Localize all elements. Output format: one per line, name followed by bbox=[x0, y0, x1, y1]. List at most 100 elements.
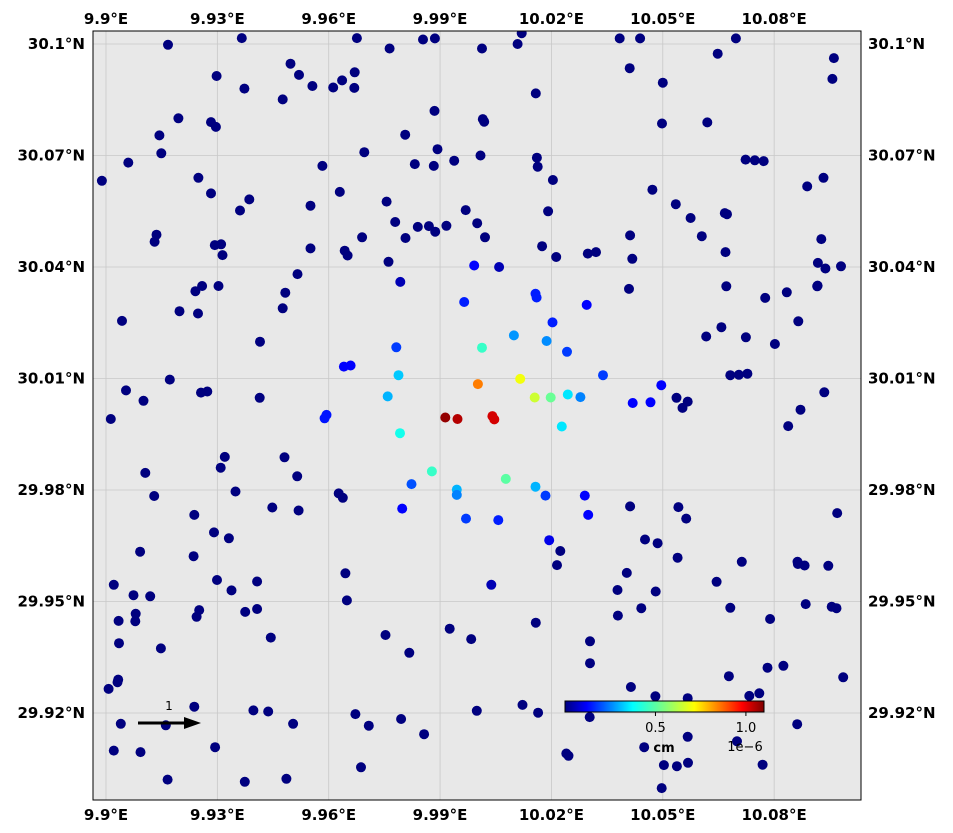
data-point-279 bbox=[682, 731, 693, 742]
data-point-257 bbox=[778, 660, 789, 671]
data-point-70 bbox=[357, 232, 368, 243]
data-point-164 bbox=[452, 414, 463, 424]
data-point-216 bbox=[226, 585, 237, 596]
data-point-243 bbox=[155, 643, 166, 654]
data-point-64 bbox=[390, 217, 401, 227]
data-point-49 bbox=[475, 150, 486, 161]
data-point-23 bbox=[211, 71, 222, 81]
data-point-57 bbox=[802, 181, 813, 192]
data-point-43 bbox=[206, 188, 216, 199]
data-point-198 bbox=[832, 508, 843, 519]
data-point-292 bbox=[162, 774, 173, 785]
data-point-250 bbox=[585, 636, 595, 647]
data-point-19 bbox=[730, 33, 741, 44]
y-tick-label-right-0: 30.1°N bbox=[868, 35, 925, 53]
y-tick-label-left-3: 30.01°N bbox=[18, 370, 86, 388]
data-point-272 bbox=[115, 718, 126, 729]
data-point-135 bbox=[345, 360, 356, 371]
data-point-275 bbox=[363, 720, 374, 731]
data-point-118 bbox=[174, 306, 185, 317]
data-point-230 bbox=[130, 616, 141, 627]
data-point-267 bbox=[350, 709, 361, 720]
data-point-110 bbox=[624, 283, 634, 294]
data-point-4 bbox=[307, 81, 318, 91]
data-point-166 bbox=[489, 414, 500, 425]
data-point-242 bbox=[114, 638, 124, 649]
data-point-247 bbox=[466, 634, 477, 645]
data-point-82 bbox=[216, 239, 227, 250]
data-point-67 bbox=[441, 220, 452, 231]
data-point-78 bbox=[722, 209, 732, 220]
data-point-193 bbox=[493, 515, 504, 526]
data-point-120 bbox=[277, 303, 288, 314]
data-point-139 bbox=[472, 379, 483, 390]
data-point-258 bbox=[838, 672, 849, 683]
data-point-35 bbox=[359, 147, 370, 158]
data-point-156 bbox=[164, 374, 175, 385]
data-point-3 bbox=[294, 69, 304, 80]
data-point-276 bbox=[396, 714, 407, 724]
data-point-9 bbox=[384, 43, 395, 54]
data-point-295 bbox=[656, 783, 667, 794]
data-point-141 bbox=[529, 392, 540, 403]
data-point-147 bbox=[656, 380, 667, 391]
data-point-263 bbox=[754, 688, 765, 699]
data-point-113 bbox=[781, 287, 792, 298]
y-tick-label-right-6: 29.92°N bbox=[868, 704, 936, 722]
data-point-63 bbox=[381, 196, 392, 207]
y-tick-label-right-1: 30.07°N bbox=[868, 147, 936, 165]
data-point-245 bbox=[380, 630, 391, 640]
data-point-119 bbox=[193, 308, 203, 319]
data-point-148 bbox=[671, 392, 682, 403]
data-point-54 bbox=[740, 154, 751, 165]
data-point-104 bbox=[213, 281, 224, 291]
data-point-238 bbox=[725, 602, 736, 613]
x-tick-label-bottom-0: 9.9°E bbox=[84, 806, 128, 824]
data-point-87 bbox=[537, 241, 548, 252]
data-point-56 bbox=[758, 156, 769, 167]
data-point-244 bbox=[265, 632, 276, 643]
data-point-13 bbox=[516, 31, 527, 39]
data-point-218 bbox=[340, 568, 351, 579]
data-point-86 bbox=[342, 250, 353, 261]
colorbar-unit: cm bbox=[653, 741, 674, 756]
data-point-33 bbox=[210, 121, 221, 132]
data-point-60 bbox=[235, 205, 245, 216]
data-point-27 bbox=[429, 105, 440, 116]
data-point-246 bbox=[444, 623, 455, 634]
colorbar-gradient bbox=[564, 700, 765, 713]
data-point-1 bbox=[236, 33, 247, 44]
data-point-40 bbox=[123, 157, 134, 168]
data-point-200 bbox=[209, 527, 219, 538]
data-point-44 bbox=[317, 160, 328, 171]
data-point-209 bbox=[736, 556, 747, 567]
data-point-172 bbox=[219, 451, 230, 462]
data-point-204 bbox=[544, 535, 555, 546]
data-point-288 bbox=[671, 761, 682, 772]
x-tick-label-bottom-6: 10.08°E bbox=[742, 806, 807, 824]
y-tick-label-left-2: 30.04°N bbox=[18, 258, 86, 276]
data-point-225 bbox=[800, 599, 811, 610]
colorbar-tick-label-1: 1.0 bbox=[736, 721, 757, 736]
data-point-105 bbox=[395, 276, 406, 287]
data-point-123 bbox=[508, 330, 519, 341]
data-point-94 bbox=[720, 247, 731, 258]
data-point-47 bbox=[449, 155, 460, 166]
data-point-159 bbox=[254, 392, 265, 403]
data-point-42 bbox=[193, 172, 204, 183]
x-tick-label-bottom-5: 10.05°E bbox=[630, 806, 695, 824]
x-tick-label-top-4: 10.02°E bbox=[519, 10, 584, 28]
x-tick-label-bottom-4: 10.02°E bbox=[519, 806, 584, 824]
data-point-116 bbox=[820, 263, 831, 274]
colorbar: 0.5 1.0 cm 1e−6 bbox=[564, 700, 765, 756]
data-point-76 bbox=[685, 213, 696, 223]
data-point-10 bbox=[429, 33, 440, 44]
data-point-152 bbox=[742, 368, 753, 379]
data-point-59 bbox=[244, 194, 255, 205]
data-point-50 bbox=[531, 152, 542, 163]
data-point-71 bbox=[460, 205, 471, 216]
data-point-29 bbox=[479, 116, 490, 127]
data-point-158 bbox=[196, 387, 206, 398]
colorbar-scale: 1e−6 bbox=[727, 740, 762, 755]
data-point-178 bbox=[406, 479, 417, 490]
